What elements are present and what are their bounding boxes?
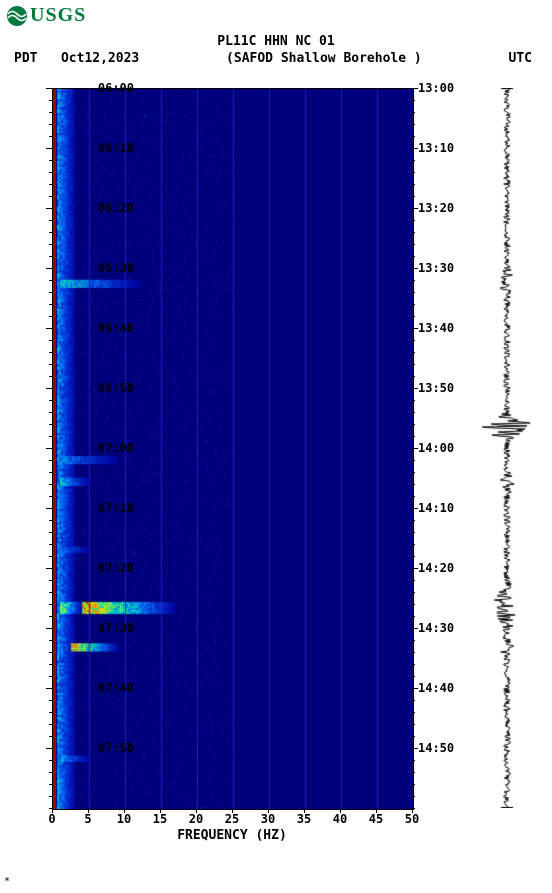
station-title: PL11C HHN NC 01 <box>0 34 552 49</box>
waveform-canvas <box>472 88 542 808</box>
x-axis-title: FREQUENCY (HZ) <box>52 828 412 843</box>
footer-asterisk: * <box>4 876 10 887</box>
left-timezone: PDT <box>14 51 37 66</box>
usgs-text: USGS <box>30 4 86 27</box>
station-label: (SAFOD Shallow Borehole ) <box>226 51 422 66</box>
usgs-wave-icon <box>6 5 28 27</box>
chart-header: PL11C HHN NC 01 PDT Oct12,2023 (SAFOD Sh… <box>0 34 552 66</box>
date: Oct12,2023 <box>61 51 139 66</box>
right-timezone: UTC <box>509 51 532 66</box>
waveform-plot <box>472 88 542 808</box>
usgs-logo: USGS <box>6 4 86 27</box>
